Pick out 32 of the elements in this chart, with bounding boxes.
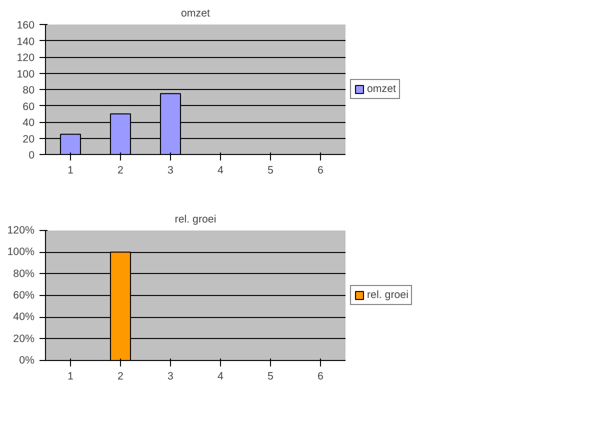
y-tick-label: 60 [22, 100, 35, 113]
x-tick-label: 1 [68, 370, 74, 382]
x-tick-label: 3 [168, 164, 174, 176]
legend-label: omzet [367, 83, 396, 95]
x-tick-label: 3 [168, 370, 174, 382]
y-tick-label: 100 [16, 68, 35, 80]
x-tick-label: 2 [118, 164, 124, 176]
y-tick-label: 120 [16, 52, 35, 64]
y-tick-label: 120% [7, 224, 36, 236]
y-tick-label: 80 [22, 84, 35, 96]
x-tick-label: 4 [218, 370, 224, 382]
x-tick-label: 2 [118, 370, 124, 382]
x-tick-label: 5 [268, 164, 274, 176]
y-tick-label: 140 [16, 36, 35, 48]
y-tick-label: 0 [28, 150, 35, 162]
legend-label: rel. groei [367, 289, 408, 301]
x-tick-label: 4 [218, 164, 224, 176]
x-tick-label: 6 [318, 370, 324, 382]
y-tick-label: 100% [7, 246, 36, 258]
x-tick-label: 6 [318, 164, 324, 176]
y-tick-label: 0% [19, 354, 36, 366]
chart-title: rel. groei [174, 214, 216, 226]
y-tick-label: 60% [13, 290, 36, 302]
chart-title: omzet [180, 8, 210, 20]
y-tick-label: 40 [22, 117, 35, 129]
x-tick-label: 5 [268, 370, 274, 382]
y-tick-label: 20 [22, 133, 35, 146]
y-tick-label: 160 [16, 20, 35, 32]
y-tick-label: 40% [13, 311, 36, 324]
y-tick-label: 80% [13, 268, 36, 280]
x-tick-label: 1 [68, 164, 74, 176]
y-tick-label: 20% [13, 332, 36, 345]
